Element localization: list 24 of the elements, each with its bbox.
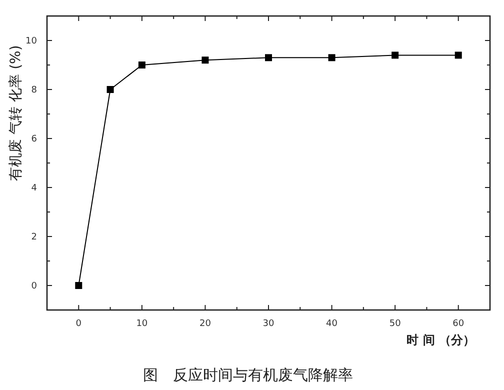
point	[202, 56, 209, 64]
point	[328, 54, 336, 62]
x-tick-label: 0	[76, 319, 82, 329]
point	[75, 282, 82, 289]
point	[265, 54, 272, 62]
point	[392, 52, 399, 59]
x-tick-label: 50	[389, 319, 402, 329]
y-tick-label: 6	[31, 134, 38, 144]
point	[454, 52, 462, 59]
y-tick-label: 10	[26, 36, 38, 46]
y-tick-label: 4	[31, 184, 38, 194]
point	[106, 86, 114, 93]
x-tick-label: 60	[452, 319, 464, 329]
y-tick-label: 2	[31, 232, 37, 242]
x-tick-label: 20	[199, 319, 212, 329]
x-tick-label: 40	[326, 319, 338, 329]
point	[138, 62, 146, 68]
y-tick-label: 8	[31, 86, 38, 96]
y-tick-label: 0	[31, 282, 38, 292]
x-tick-label: 30	[262, 319, 274, 329]
y-axis-title: 有机废 气转 化率 (%)	[8, 45, 24, 181]
x-axis-title: 时 间 （分）	[406, 333, 475, 347]
text: 图 反应时间与有机废气降解率	[143, 366, 353, 384]
x-tick-label: 10	[136, 319, 148, 329]
